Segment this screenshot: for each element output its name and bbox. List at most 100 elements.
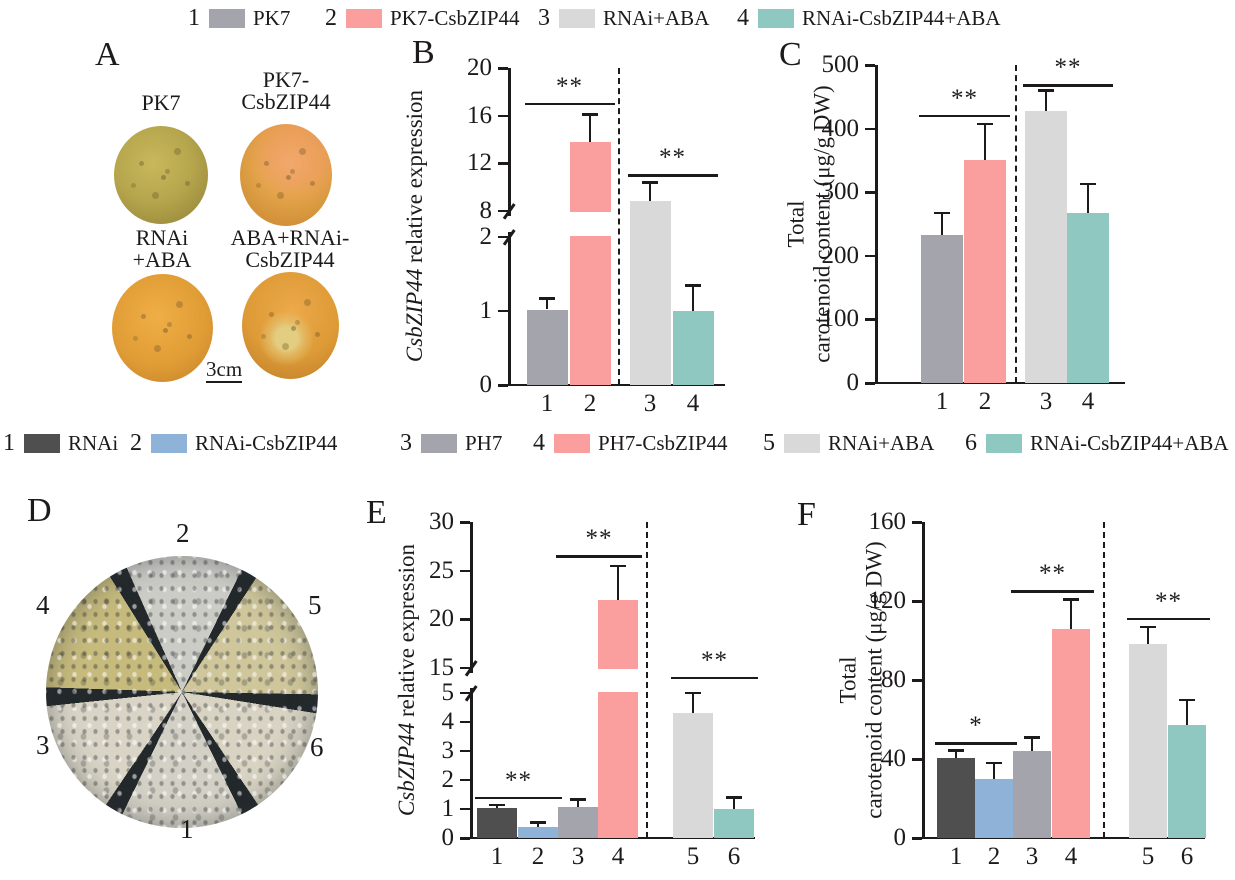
y-axis-tick bbox=[460, 691, 470, 695]
x-axis-category-label: 1 bbox=[490, 843, 504, 870]
group-divider-dashed-line bbox=[1015, 65, 1017, 383]
legend-item-rnai-csbzip44+aba: 6 RNAi-CsbZIP44+ABA bbox=[965, 430, 1229, 457]
fruit-photo-pk7-csbzip44 bbox=[240, 124, 332, 226]
y-axis-tick-label: 0 bbox=[893, 824, 907, 851]
bar-4-ph7-csbzip44 bbox=[598, 599, 638, 838]
error-bar-cap bbox=[1179, 698, 1195, 702]
y-axis-label-gene: CsbZIP44 bbox=[402, 268, 427, 363]
bar-2-pk7-csbzip44 bbox=[964, 160, 1006, 383]
error-bar-stem bbox=[992, 762, 996, 779]
petri-sector-number-4: 4 bbox=[36, 590, 50, 620]
significance-stars: ** bbox=[1039, 560, 1066, 588]
error-bar-cap bbox=[948, 749, 964, 752]
bar-4-rnai-csbzip44+aba bbox=[672, 310, 714, 385]
significance-stars: ** bbox=[505, 766, 532, 794]
error-bar-stem bbox=[1185, 699, 1189, 726]
y-axis-tick bbox=[460, 749, 470, 753]
y-axis-line bbox=[875, 65, 878, 383]
y-axis-tick bbox=[498, 384, 508, 387]
y-axis-tick bbox=[460, 720, 470, 724]
y-axis-tick bbox=[460, 837, 470, 840]
error-bar-cap bbox=[610, 564, 626, 568]
bar-1-rnai bbox=[477, 808, 517, 838]
error-bar-cap bbox=[1063, 598, 1079, 601]
error-bar-cap bbox=[539, 297, 555, 300]
error-bar-stem bbox=[732, 797, 736, 809]
fruit-spots bbox=[162, 328, 168, 333]
y-axis-tick-label: 120 bbox=[868, 587, 907, 614]
legend-label: PK7 bbox=[253, 6, 291, 30]
x-axis-category-label: 3 bbox=[571, 843, 585, 870]
error-bar-cap bbox=[986, 761, 1002, 765]
fruit-label-pk7-csbzip44: PK7- CsbZIP44 bbox=[241, 67, 331, 114]
x-axis-category-label: 3 bbox=[1025, 843, 1039, 870]
fruit-spots bbox=[161, 175, 166, 180]
bar-2-rnai-csbzip44 bbox=[518, 826, 558, 838]
x-axis-category-label: 3 bbox=[1039, 388, 1053, 415]
y-axis-tick-label: 20 bbox=[429, 605, 454, 633]
legend-number: 2 bbox=[130, 430, 142, 456]
error-bar-stem bbox=[940, 212, 944, 236]
fruit-label-aba-rnai-csbzip44: ABA+RNAi- CsbZIP44 bbox=[230, 225, 350, 272]
panel-letter-b: B bbox=[412, 34, 435, 71]
legend-label: RNAi-CsbZIP44+ABA bbox=[802, 6, 1001, 30]
legend-number: 5 bbox=[763, 430, 775, 456]
y-axis-tick-label: 2 bbox=[479, 222, 493, 250]
y-axis-tick-label: 1 bbox=[479, 296, 493, 324]
y-axis-tick bbox=[865, 382, 875, 385]
legend-color-swatch-icon bbox=[784, 434, 820, 453]
x-axis-category-label: 4 bbox=[1064, 843, 1078, 870]
x-axis-category-label: 4 bbox=[611, 843, 625, 870]
legend-color-swatch-icon bbox=[559, 9, 595, 28]
error-bar-cap bbox=[977, 122, 993, 125]
significance-line bbox=[919, 114, 1010, 118]
significance-line bbox=[1023, 84, 1113, 87]
y-axis-line bbox=[922, 522, 925, 838]
y-axis-tick bbox=[912, 521, 922, 524]
legend-color-swatch-icon bbox=[346, 9, 382, 28]
legend-number: 4 bbox=[737, 5, 749, 31]
significance-stars: ** bbox=[701, 646, 728, 674]
legend-number: 2 bbox=[325, 5, 337, 31]
y-axis-tick bbox=[498, 67, 508, 70]
error-bar-stem bbox=[536, 822, 540, 827]
legend-color-swatch-icon bbox=[24, 434, 60, 453]
x-axis-category-label: 1 bbox=[949, 843, 963, 870]
bar-1-rnai bbox=[937, 758, 975, 838]
error-bar-stem bbox=[983, 123, 987, 161]
petri-sector-number-6: 6 bbox=[310, 732, 324, 762]
fruit-photo-aba-rnai-csbzip44 bbox=[242, 272, 339, 379]
y-axis-label-rest: relative expression bbox=[402, 89, 427, 269]
y-axis-tick-label: 1 bbox=[441, 794, 455, 822]
y-axis-tick-label: 40 bbox=[881, 745, 906, 772]
y-axis-tick-label: 30 bbox=[429, 508, 454, 535]
bar-3-rnai+aba bbox=[629, 201, 671, 385]
y-axis-tick bbox=[460, 666, 470, 670]
error-bar-cap bbox=[489, 803, 505, 807]
y-axis-tick-label: 300 bbox=[821, 178, 860, 206]
panel-f-plot: 0 40 80 120 160 1 2 3 4 5 6 * ** ** bbox=[869, 508, 1210, 870]
error-bar-stem bbox=[691, 285, 695, 311]
panel-b-plot: 0 1 2 8 12 16 20 1 2 3 4 ** ** bbox=[467, 54, 725, 417]
error-bar-cap bbox=[1080, 182, 1096, 186]
x-axis-category-label: 1 bbox=[540, 390, 554, 417]
y-axis-tick bbox=[498, 309, 508, 313]
y-axis-tick-label: 3 bbox=[441, 736, 455, 764]
x-axis-category-label: 6 bbox=[727, 843, 741, 870]
legend-item-pk7: 1 PK7 bbox=[188, 5, 290, 32]
fruit-photo-rnai-aba bbox=[112, 274, 213, 382]
x-axis-category-label: 2 bbox=[987, 843, 1001, 870]
legend-number: 3 bbox=[538, 5, 550, 31]
y-axis-tick-label: 400 bbox=[821, 114, 860, 142]
legend-item-rnai-csbzip44: 2 RNAi-CsbZIP44 bbox=[130, 430, 337, 457]
y-axis-tick bbox=[865, 191, 875, 194]
y-axis-tick-label: 200 bbox=[821, 241, 860, 269]
y-axis-tick-label: 20 bbox=[467, 54, 492, 81]
legend-item-rnai: 1 RNAi bbox=[3, 430, 118, 457]
significance-line bbox=[1011, 590, 1094, 593]
error-bar-cap bbox=[582, 113, 598, 116]
fruit-spots bbox=[290, 325, 296, 331]
bar-6-rnai-csbzip44+aba bbox=[1168, 725, 1206, 838]
legend-label: RNAi-CsbZIP44+ABA bbox=[1030, 431, 1229, 455]
